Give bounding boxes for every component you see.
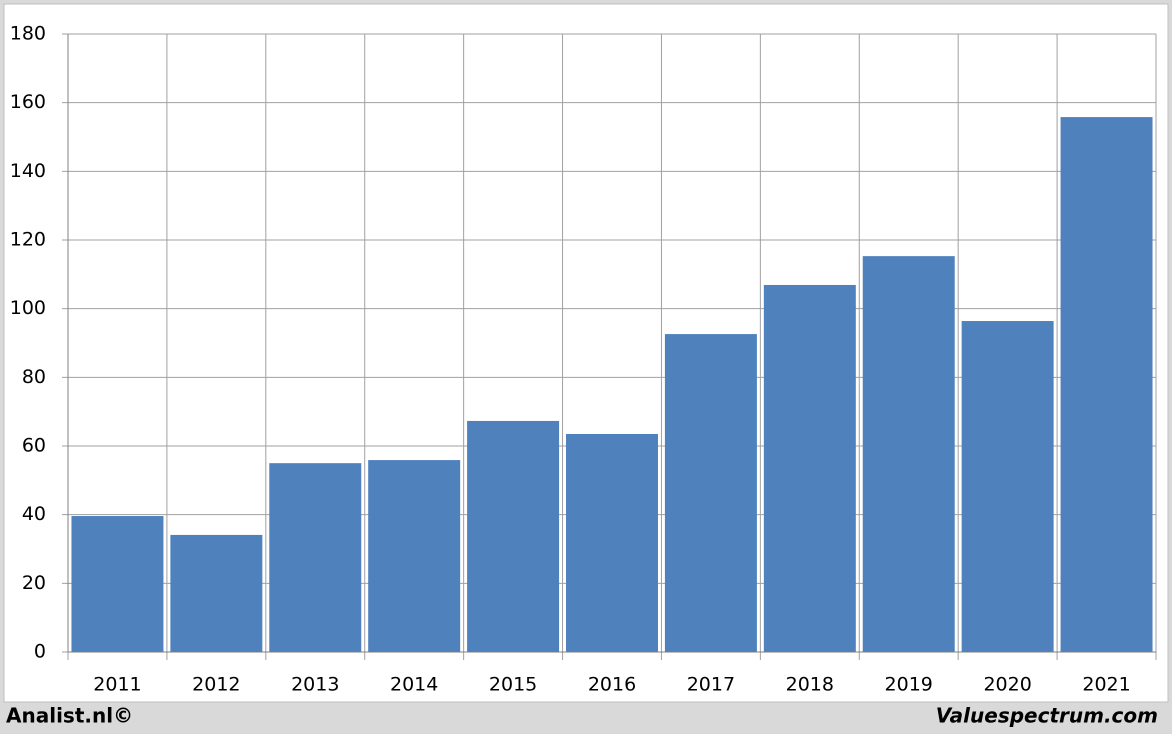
bar bbox=[566, 433, 658, 652]
x-tick-label: 2014 bbox=[390, 674, 438, 696]
x-tick-label: 2013 bbox=[291, 674, 339, 696]
footer-right: Valuespectrum.com bbox=[936, 704, 1158, 728]
x-tick-label: 2021 bbox=[1082, 674, 1130, 696]
y-tick-label: 60 bbox=[22, 435, 46, 457]
x-tick-label: 2011 bbox=[93, 674, 141, 696]
y-tick-label: 20 bbox=[22, 572, 46, 594]
y-tick-label: 140 bbox=[10, 160, 46, 182]
bar bbox=[170, 534, 263, 652]
x-tick-label: 2019 bbox=[885, 674, 933, 696]
y-tick-label: 100 bbox=[10, 297, 46, 319]
bar bbox=[71, 516, 164, 652]
bar bbox=[269, 463, 362, 652]
footer-left: Analist.nl© bbox=[6, 704, 133, 728]
bar bbox=[961, 321, 1054, 652]
bar bbox=[862, 256, 955, 652]
bar bbox=[664, 334, 757, 652]
y-tick-label: 120 bbox=[10, 229, 46, 251]
bar bbox=[1060, 117, 1153, 652]
x-tick-label: 2012 bbox=[192, 674, 240, 696]
bar bbox=[368, 460, 461, 652]
y-tick-label: 0 bbox=[34, 641, 46, 663]
y-tick-label: 40 bbox=[22, 503, 46, 525]
x-tick-label: 2020 bbox=[983, 674, 1031, 696]
y-tick-label: 180 bbox=[10, 23, 46, 45]
bar bbox=[467, 420, 560, 652]
bar bbox=[763, 284, 856, 652]
x-tick-label: 2015 bbox=[489, 674, 537, 696]
y-tick-label: 160 bbox=[10, 91, 46, 113]
x-tick-label: 2018 bbox=[786, 674, 834, 696]
x-tick-label: 2016 bbox=[588, 674, 636, 696]
y-tick-label: 80 bbox=[22, 366, 46, 388]
x-tick-label: 2017 bbox=[687, 674, 735, 696]
